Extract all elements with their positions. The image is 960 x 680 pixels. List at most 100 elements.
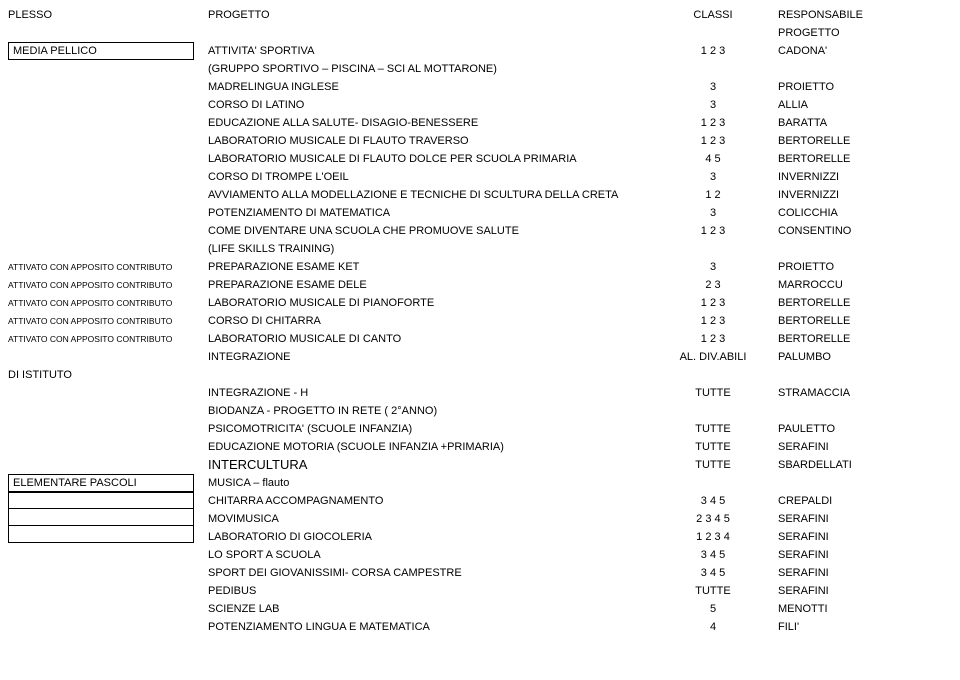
table-row: LABORATORIO DI GIOCOLERIA 1 2 3 4 SERAFI… [208,528,952,546]
empty-box [8,526,194,543]
progetto-cell: LO SPORT A SCUOLA [208,546,648,564]
table-row: DI ISTITUTO [8,366,952,384]
resp-cell: SERAFINI [778,438,948,456]
resp-cell: PROIETTO [778,258,948,276]
classi-cell: 1 2 3 [648,114,778,132]
resp-cell: SERAFINI [778,510,948,528]
progetto-cell: INTEGRAZIONE [208,348,648,366]
table-row: POTENZIAMENTO LINGUA E MATEMATICA 4 FILI… [208,618,952,636]
table-row: PSICOMOTRICITA' (SCUOLE INFANZIA) TUTTE … [8,420,952,438]
resp-cell: SBARDELLATI [778,456,948,474]
table-row: ATTIVATO CON APPOSITO CONTRIBUTO LABORAT… [8,330,952,348]
progetto-cell: CHITARRA ACCOMPAGNAMENTO [208,492,648,510]
classi-cell: AL. DIV.ABILI [648,348,778,366]
table-row: LABORATORIO MUSICALE DI FLAUTO TRAVERSO … [8,132,952,150]
table-row: CORSO DI LATINO 3 ALLIA [8,96,952,114]
classi-cell: 4 5 [648,150,778,168]
header-plesso: PLESSO [8,6,208,24]
table-row: POTENZIAMENTO DI MATEMATICA 3 COLICCHIA [8,204,952,222]
table-row: ELEMENTARE PASCOLI MUSICA – flauto CHITA… [8,474,952,636]
progetto-cell: EDUCAZIONE MOTORIA (SCUOLE INFANZIA +PRI… [208,438,648,456]
progetto-cell: PEDIBUS [208,582,648,600]
progetto-cell: LABORATORIO MUSICALE DI FLAUTO TRAVERSO [208,132,648,150]
progetto-cell: AVVIAMENTO ALLA MODELLAZIONE E TECNICHE … [208,186,648,204]
resp-cell: FILI' [778,618,948,636]
progetto-cell: EDUCAZIONE ALLA SALUTE- DISAGIO-BENESSER… [208,114,648,132]
progetto-cell: PSICOMOTRICITA' (SCUOLE INFANZIA) [208,420,648,438]
table-row: EDUCAZIONE ALLA SALUTE- DISAGIO-BENESSER… [8,114,952,132]
classi-cell: TUTTE [648,438,778,456]
resp-cell: BERTORELLE [778,330,948,348]
progetto-cell: ATTIVITA' SPORTIVA [208,42,648,60]
contrib-label: ATTIVATO CON APPOSITO CONTRIBUTO [8,276,208,294]
resp-cell: BERTORELLE [778,294,948,312]
table-row: INTERCULTURA TUTTE SBARDELLATI [8,456,952,474]
table-row: COME DIVENTARE UNA SCUOLA CHE PROMUOVE S… [8,222,952,240]
table-row: CORSO DI TROMPE L'OEIL 3 INVERNIZZI [8,168,952,186]
classi-cell: 1 2 3 [648,330,778,348]
resp-cell: INVERNIZZI [778,186,948,204]
table-row: ATTIVATO CON APPOSITO CONTRIBUTO PREPARA… [8,276,952,294]
resp-cell: BERTORELLE [778,132,948,150]
progetto-cell: POTENZIAMENTO LINGUA E MATEMATICA [208,618,648,636]
table-row: ATTIVATO CON APPOSITO CONTRIBUTO CORSO D… [8,312,952,330]
table-row: MADRELINGUA INGLESE 3 PROIETTO [8,78,952,96]
resp-cell: MARROCCU [778,276,948,294]
classi-cell: 1 2 3 [648,294,778,312]
classi-cell: 3 [648,204,778,222]
table-row: (GRUPPO SPORTIVO – PISCINA – SCI AL MOTT… [8,60,952,78]
classi-cell: 4 [648,618,778,636]
plesso-box: MEDIA PELLICO [8,42,194,60]
progetto-cell: COME DIVENTARE UNA SCUOLA CHE PROMUOVE S… [208,222,648,240]
progetto-cell: SCIENZE LAB [208,600,648,618]
contrib-label: ATTIVATO CON APPOSITO CONTRIBUTO [8,312,208,330]
classi-cell: TUTTE [648,384,778,402]
header-classi: CLASSI [648,6,778,24]
progetto-cell: MADRELINGUA INGLESE [208,78,648,96]
progetto-cell: MUSICA – flauto [208,474,648,492]
classi-cell: 3 4 5 [648,564,778,582]
istituto-label: DI ISTITUTO [8,366,208,384]
resp-cell: CONSENTINO [778,222,948,240]
header-row: PLESSO PROGETTO CLASSI RESPONSABILE PROG… [8,6,952,42]
resp-cell: COLICCHIA [778,204,948,222]
resp-cell: CADONA' [778,42,948,60]
table-row: ATTIVATO CON APPOSITO CONTRIBUTO LABORAT… [8,294,952,312]
classi-cell: 3 4 5 [648,492,778,510]
resp-cell: SERAFINI [778,528,948,546]
progetto-cell: INTEGRAZIONE - H [208,384,648,402]
resp-cell: CREPALDI [778,492,948,510]
resp-cell: STRAMACCIA [778,384,948,402]
classi-cell: 1 2 3 [648,132,778,150]
empty-box [8,492,194,509]
table-row: SCIENZE LAB 5 MENOTTI [208,600,952,618]
classi-cell: TUTTE [648,456,778,474]
contrib-label: ATTIVATO CON APPOSITO CONTRIBUTO [8,330,208,348]
empty-box [8,509,194,526]
classi-cell: 3 [648,168,778,186]
classi-cell: TUTTE [648,582,778,600]
table-row: INTEGRAZIONE AL. DIV.ABILI PALUMBO [8,348,952,366]
empty-box-stack [8,492,194,543]
progetto-cell: SPORT DEI GIOVANISSIMI- CORSA CAMPESTRE [208,564,648,582]
plesso-cell: ELEMENTARE PASCOLI [8,474,208,543]
classi-cell: 1 2 3 [648,42,778,60]
progetto-cell: CORSO DI CHITARRA [208,312,648,330]
table-row: BIODANZA - PROGETTO IN RETE ( 2°ANNO) [8,402,952,420]
classi-cell: 2 3 4 5 [648,510,778,528]
table-row: MUSICA – flauto [208,474,952,492]
classi-cell: 3 [648,78,778,96]
classi-cell: TUTTE [648,420,778,438]
classi-cell: 3 4 5 [648,546,778,564]
progetto-cell: (GRUPPO SPORTIVO – PISCINA – SCI AL MOTT… [208,60,648,78]
resp-cell: PROIETTO [778,78,948,96]
table-row: CHITARRA ACCOMPAGNAMENTO 3 4 5 CREPALDI [208,492,952,510]
resp-cell: BERTORELLE [778,150,948,168]
table-row: MOVIMUSICA 2 3 4 5 SERAFINI [208,510,952,528]
classi-cell: 2 3 [648,276,778,294]
plesso-cell: MEDIA PELLICO [8,42,208,60]
table-row: PEDIBUS TUTTE SERAFINI [208,582,952,600]
classi-cell: 5 [648,600,778,618]
progetto-cell: (LIFE SKILLS TRAINING) [208,240,648,258]
progetto-cell: LABORATORIO MUSICALE DI PIANOFORTE [208,294,648,312]
